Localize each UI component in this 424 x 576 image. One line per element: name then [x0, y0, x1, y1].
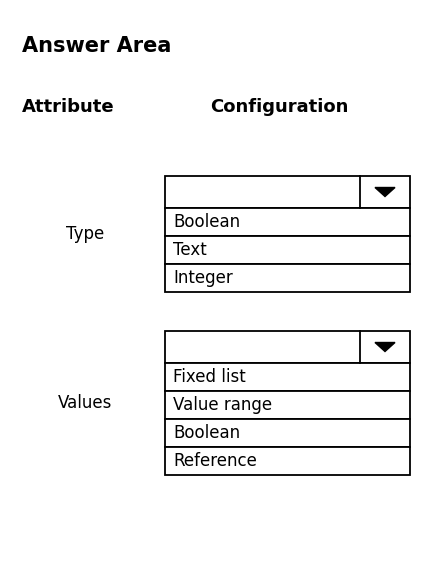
Text: Boolean: Boolean: [173, 424, 240, 442]
Text: Value range: Value range: [173, 396, 272, 414]
Text: Fixed list: Fixed list: [173, 368, 246, 386]
Bar: [165, 363, 410, 391]
Text: Text: Text: [173, 241, 207, 259]
Bar: [165, 391, 410, 419]
Text: Configuration: Configuration: [210, 98, 349, 116]
Bar: [165, 447, 410, 475]
Text: Answer Area: Answer Area: [22, 36, 171, 56]
Polygon shape: [375, 343, 395, 351]
Bar: [165, 419, 410, 447]
Text: Reference: Reference: [173, 452, 257, 470]
Bar: [165, 176, 410, 208]
Polygon shape: [375, 188, 395, 196]
Bar: [165, 236, 410, 264]
Text: Integer: Integer: [173, 269, 233, 287]
Text: Boolean: Boolean: [173, 213, 240, 231]
Bar: [165, 331, 410, 363]
Text: Values: Values: [58, 394, 112, 412]
Text: Attribute: Attribute: [22, 98, 114, 116]
Bar: [165, 208, 410, 236]
Text: Type: Type: [66, 225, 104, 243]
Bar: [165, 264, 410, 292]
